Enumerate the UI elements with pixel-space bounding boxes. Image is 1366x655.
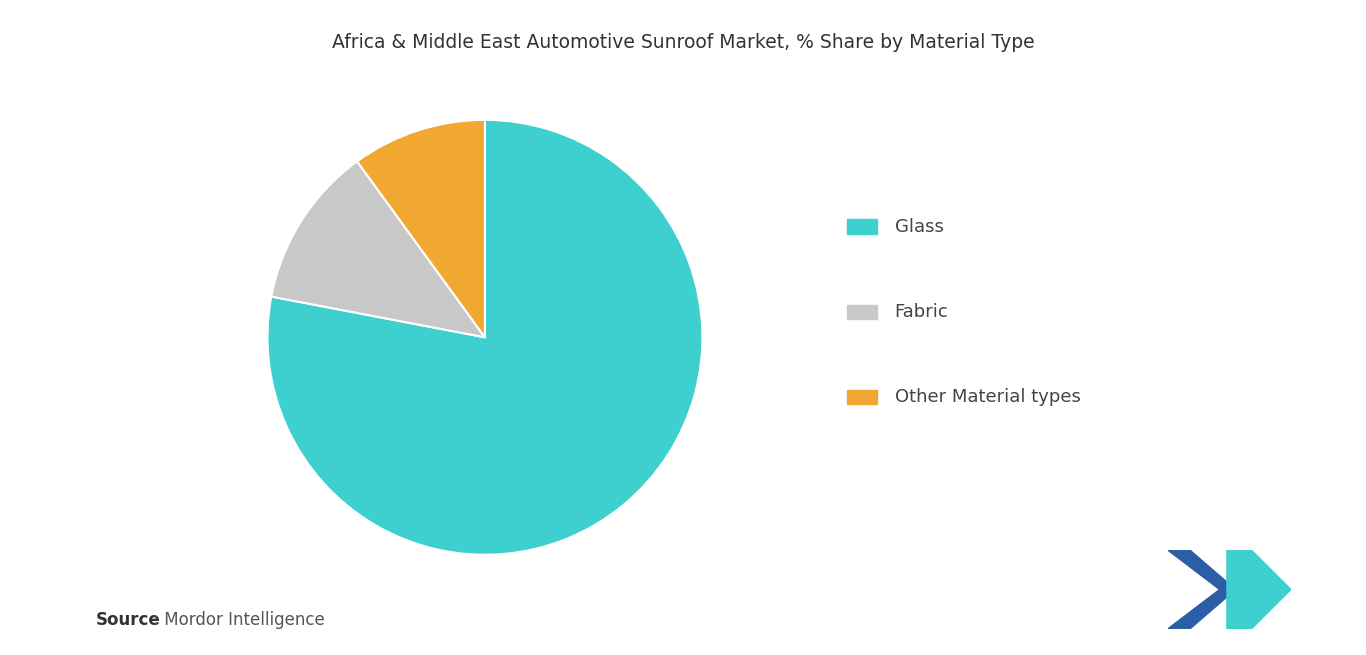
Polygon shape xyxy=(1227,550,1291,629)
Wedge shape xyxy=(357,120,485,337)
Polygon shape xyxy=(1168,550,1236,629)
Wedge shape xyxy=(268,120,702,555)
Text: : Mordor Intelligence: : Mordor Intelligence xyxy=(148,611,324,629)
Text: Glass: Glass xyxy=(895,217,944,236)
Text: Fabric: Fabric xyxy=(895,303,948,321)
Wedge shape xyxy=(272,161,485,337)
Text: Other Material types: Other Material types xyxy=(895,388,1081,406)
Text: Africa & Middle East Automotive Sunroof Market, % Share by Material Type: Africa & Middle East Automotive Sunroof … xyxy=(332,33,1034,52)
Text: Source: Source xyxy=(96,611,160,629)
